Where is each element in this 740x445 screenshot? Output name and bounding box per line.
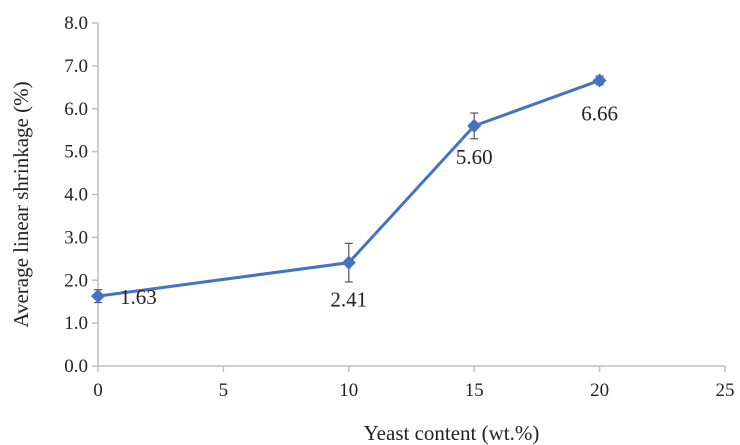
data-label: 2.41 xyxy=(330,288,367,312)
y-tick-label: 0.0 xyxy=(64,356,88,377)
series: 1.63 2.41 5.60 6.66 xyxy=(91,73,618,312)
series-line xyxy=(97,79,601,298)
y-tick-label: 7.0 xyxy=(64,56,88,77)
data-label: 5.60 xyxy=(456,145,493,169)
data-label: 6.66 xyxy=(581,101,618,125)
y-tick-label: 1.0 xyxy=(64,313,88,334)
x-tick-label: 15 xyxy=(465,380,484,401)
x-tick-label: 25 xyxy=(716,380,735,401)
x-tick-label: 10 xyxy=(339,380,358,401)
x-tick-label: 20 xyxy=(590,380,609,401)
data-point-marker xyxy=(592,73,607,88)
y-tick-label: 6.0 xyxy=(64,99,88,120)
y-tick-label: 8.0 xyxy=(64,13,88,34)
y-tick-label: 4.0 xyxy=(64,185,88,206)
ticks: 0.0 1.0 2.0 3.0 4.0 5.0 6.0 7.0 8.0 0 5 10 15 20 25 xyxy=(64,13,734,401)
y-tick-label: 2.0 xyxy=(64,270,88,291)
x-axis-title: Yeast content (wt.%) xyxy=(364,421,540,445)
x-tick-label: 0 xyxy=(93,380,103,401)
x-tick-label: 5 xyxy=(219,380,229,401)
data-point-marker xyxy=(467,118,482,133)
y-axis-title: Average linear shrinkage (%) xyxy=(9,81,33,327)
y-tick-label: 3.0 xyxy=(64,227,88,248)
data-point-marker xyxy=(91,289,105,304)
data-label: 1.63 xyxy=(120,285,157,309)
data-point-marker xyxy=(341,255,356,270)
y-tick-label: 5.0 xyxy=(64,142,88,163)
